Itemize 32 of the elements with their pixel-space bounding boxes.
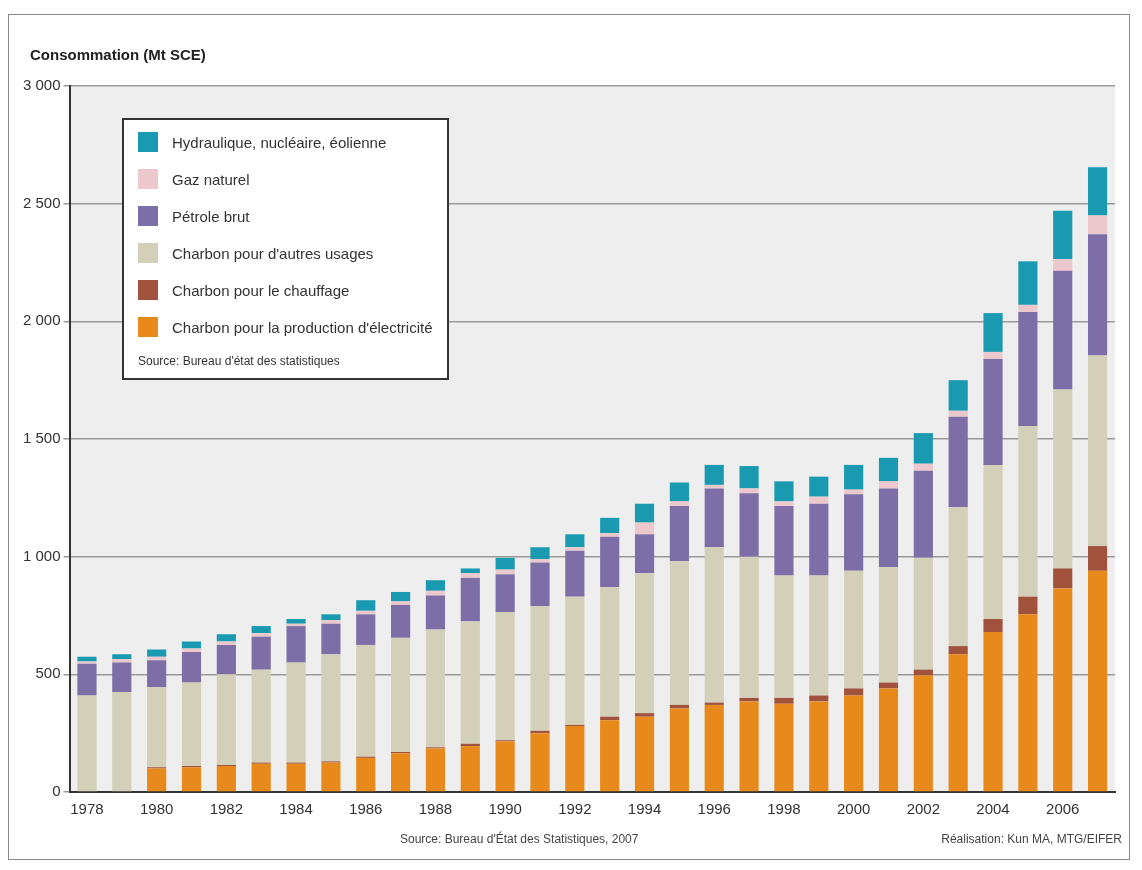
y-tick-label: 1 500	[22, 429, 61, 447]
x-tick-label: 1992	[558, 800, 592, 818]
x-tick-label: 1980	[139, 800, 174, 818]
x-tick-label: 2002	[906, 800, 941, 818]
x-tick-label: 1998	[767, 800, 801, 818]
y-tick-label: 2 500	[22, 193, 61, 211]
x-tick-label: 1994	[627, 800, 662, 818]
x-tick-label: 1988	[418, 800, 453, 818]
legend-label: Hydraulique, nucléaire, éolienne	[172, 133, 387, 151]
source-note: Source: Bureau d'État des Statistiques, 2007	[400, 832, 639, 846]
x-tick-label: 1996	[697, 800, 731, 818]
x-tick-label: 2006	[1046, 800, 1080, 818]
x-tick-label: 1982	[209, 800, 244, 818]
x-tick-label: 2000	[836, 800, 871, 818]
y-tick-label: 2 000	[22, 311, 61, 329]
text: Réalisation: Kun MA, MTG/EIFER	[941, 832, 1122, 846]
legend-label: Pétrole brut	[172, 207, 250, 225]
y-tick-label: 0	[52, 782, 61, 800]
x-tick-label: 1978	[70, 800, 104, 818]
legend-label: Charbon pour d'autres usages	[172, 244, 374, 262]
y-tick-label: 1 000	[22, 546, 61, 564]
x-tick-label: 1990	[488, 800, 522, 818]
y-tick-label: 500	[35, 664, 61, 682]
x-tick-label: 1984	[279, 800, 313, 818]
y-tick-label: 3 000	[22, 76, 61, 94]
x-tick-label: 1986	[349, 800, 383, 818]
legend-label: Charbon pour le chauffage	[172, 281, 350, 299]
y-axis-title: Consommation (Mt SCE)	[30, 46, 206, 63]
legend-label: Charbon pour la production d'électricité	[172, 318, 433, 336]
legend-label: Gaz naturel	[172, 170, 250, 188]
x-tick-label: 2004	[976, 800, 1010, 818]
annotation: Source: Bureau d'état des statistiques	[138, 354, 341, 368]
